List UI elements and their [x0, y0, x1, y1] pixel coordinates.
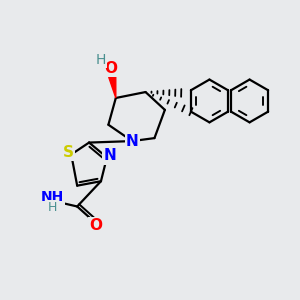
Text: H: H [48, 202, 57, 214]
Text: N: N [126, 134, 139, 148]
Polygon shape [109, 76, 116, 98]
Text: N: N [103, 148, 116, 164]
Text: H: H [96, 53, 106, 67]
Text: S: S [63, 145, 74, 160]
Text: NH: NH [41, 190, 64, 204]
Text: O: O [89, 218, 102, 233]
Text: O: O [104, 61, 117, 76]
